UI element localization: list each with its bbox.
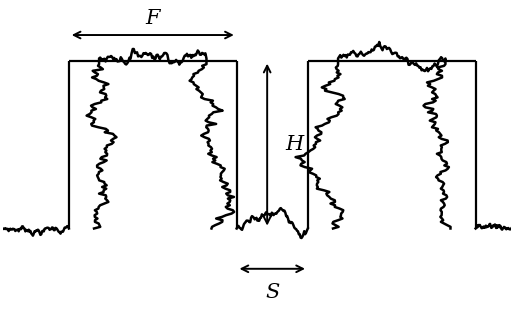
Text: H: H — [285, 135, 303, 154]
Text: S: S — [265, 283, 280, 302]
Text: F: F — [145, 10, 160, 29]
